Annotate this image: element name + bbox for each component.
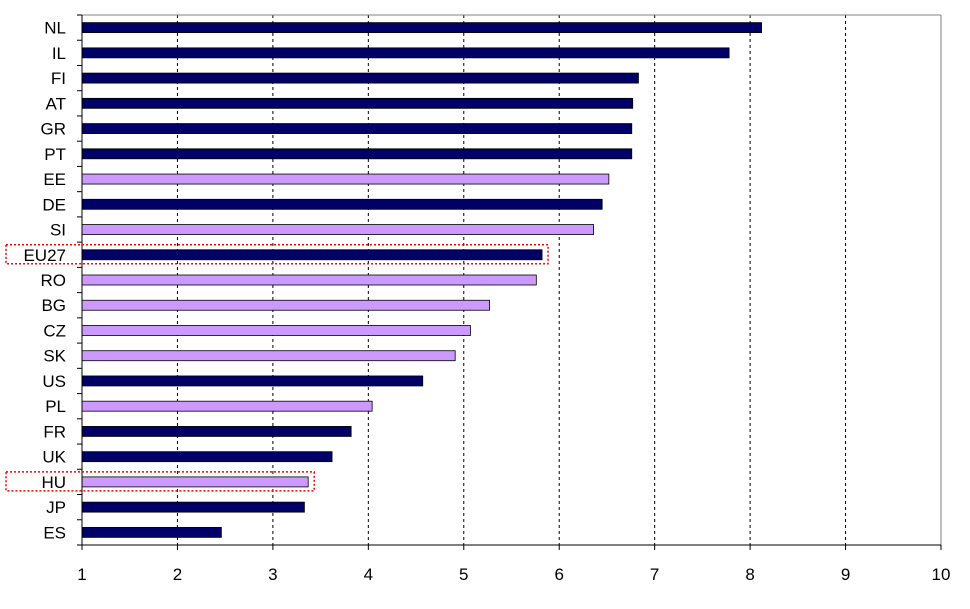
x-tick-label-6: 6 bbox=[554, 565, 563, 584]
x-tick-label-5: 5 bbox=[459, 565, 468, 584]
category-label-uk: UK bbox=[42, 448, 66, 467]
bar-cz bbox=[81, 325, 471, 336]
bar-ro bbox=[81, 274, 537, 286]
axes bbox=[77, 14, 942, 550]
category-labels: NL IL FI AT GR PT EE DE SI EU27 RO BG CZ SK US PL FR UK HU… bbox=[23, 19, 66, 543]
bar-si bbox=[81, 224, 594, 235]
bar-bg bbox=[81, 299, 490, 311]
bar-at bbox=[81, 97, 634, 109]
category-label-sk: SK bbox=[43, 347, 66, 366]
x-tick-label-10: 10 bbox=[932, 565, 951, 584]
bar-sk bbox=[81, 350, 456, 362]
category-label-fr: FR bbox=[43, 422, 66, 441]
bar-il bbox=[81, 47, 730, 59]
bar-de bbox=[81, 198, 603, 210]
category-label-bg: BG bbox=[41, 296, 66, 315]
x-tick-label-1: 1 bbox=[77, 565, 86, 584]
bar-eu27 bbox=[81, 249, 543, 261]
category-label-es: ES bbox=[43, 523, 66, 542]
bar-gr bbox=[81, 123, 633, 134]
category-label-fi: FI bbox=[51, 69, 66, 88]
bar-es bbox=[81, 526, 222, 538]
bar-ee bbox=[81, 173, 610, 185]
bar-hu bbox=[81, 476, 309, 488]
bar-fi bbox=[81, 72, 639, 84]
category-label-cz: CZ bbox=[43, 321, 66, 340]
bar-fr bbox=[81, 426, 352, 437]
x-tick-label-9: 9 bbox=[841, 565, 850, 584]
category-label-nl: NL bbox=[44, 19, 66, 38]
highlight-boxes bbox=[5, 244, 549, 492]
highlight-box-hu bbox=[5, 471, 315, 492]
category-label-de: DE bbox=[42, 195, 66, 214]
category-label-il: IL bbox=[52, 44, 66, 63]
category-label-gr: GR bbox=[41, 120, 67, 139]
x-tick-label-4: 4 bbox=[364, 565, 373, 584]
category-label-pt: PT bbox=[44, 145, 66, 164]
x-tick-label-7: 7 bbox=[650, 565, 659, 584]
highlight-box-eu27 bbox=[5, 244, 549, 265]
x-tick-label-8: 8 bbox=[745, 565, 754, 584]
x-tick-label-3: 3 bbox=[268, 565, 277, 584]
bar-uk bbox=[81, 451, 333, 463]
category-label-us: US bbox=[42, 372, 66, 391]
bars bbox=[81, 22, 762, 538]
bar-pt bbox=[81, 148, 633, 160]
bar-jp bbox=[81, 501, 305, 513]
x-tick-label-2: 2 bbox=[173, 565, 182, 584]
category-label-at: AT bbox=[46, 94, 66, 113]
category-label-hu: HU bbox=[41, 473, 66, 492]
bar-nl bbox=[81, 22, 762, 34]
category-label-eu27: EU27 bbox=[23, 246, 66, 265]
category-label-si: SI bbox=[50, 221, 66, 240]
x-tick-labels: 1 2 3 4 5 6 7 8 9 10 bbox=[77, 565, 950, 584]
category-label-ro: RO bbox=[41, 271, 67, 290]
category-label-pl: PL bbox=[45, 397, 66, 416]
bar-us bbox=[81, 375, 424, 387]
category-label-jp: JP bbox=[46, 498, 66, 517]
bar-pl bbox=[81, 400, 373, 412]
category-label-ee: EE bbox=[43, 170, 66, 189]
